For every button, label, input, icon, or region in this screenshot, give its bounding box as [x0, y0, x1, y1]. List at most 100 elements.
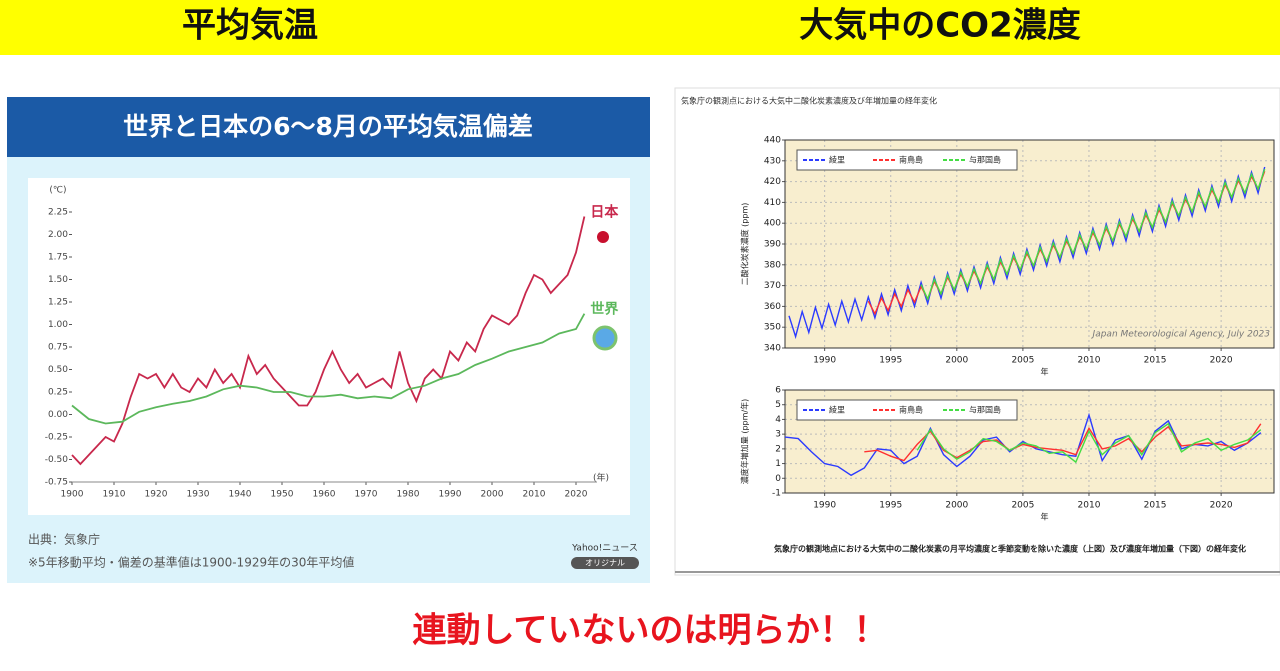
series-line [784, 412, 1262, 477]
legend-label: 与那国島 [969, 405, 1001, 415]
series-line [920, 168, 1266, 302]
series-line [864, 423, 1262, 462]
y-tick-label: 2.25 [48, 208, 68, 218]
x-axis-label: (年) [593, 472, 609, 484]
x-tick-label: 1990 [439, 490, 462, 500]
y-tick-label: 0.00 [48, 410, 68, 420]
x-tick-label: 1990 [813, 501, 836, 511]
y-tick-label: 1 [775, 459, 781, 469]
x-tick-label: 2015 [1144, 356, 1167, 366]
y-tick-label: 6 [775, 386, 781, 396]
x-tick-label: 2010 [1078, 501, 1101, 511]
y-tick-label: 0.50 [48, 365, 68, 375]
y-tick-label: -1 [772, 489, 781, 499]
header-band [0, 0, 1280, 55]
x-tick-label: 1900 [61, 490, 84, 500]
y-tick-label: 0 [775, 474, 781, 484]
y-tick-label: 390 [764, 240, 781, 250]
badge: オリジナル [585, 559, 625, 568]
x-tick-label: 2010 [1078, 356, 1101, 366]
legend-box [796, 399, 1018, 421]
x-tick-label: 2015 [1144, 501, 1167, 511]
brand: Yahoo!ニュース [571, 544, 638, 554]
japan-icon [597, 231, 609, 243]
note: ※5年移動平均・偏差の基準値は1900-1929年の30年平均値 [28, 555, 354, 570]
y-axis-label: 濃度年増加量 (ppm/年) [740, 399, 750, 484]
y-tick-label: 0.75 [48, 343, 68, 353]
y-tick-label: 370 [764, 281, 781, 291]
x-tick-label: 1920 [145, 490, 168, 500]
y-tick-label: 380 [764, 260, 781, 270]
x-tick-label: 1930 [187, 490, 210, 500]
x-tick-label: 2005 [1011, 356, 1034, 366]
footer: 連動していないのは明らか！！ [413, 611, 888, 651]
plot-frame [784, 139, 1275, 349]
y-tick-label: 360 [764, 302, 781, 312]
y-tick-label: 1.25 [48, 298, 68, 308]
series-line [71, 313, 586, 425]
series-label: 世界 [590, 301, 619, 318]
header-right: 大気中のCO2濃度 [799, 6, 1081, 46]
series-line [916, 422, 1262, 464]
legend-box [796, 149, 1018, 171]
legend-label: 綾里 [829, 405, 845, 415]
x-tick-label: 1940 [229, 490, 252, 500]
caption: 気象庁の観測地点における大気中の二酸化炭素の月平均濃度と季節変動を除いた濃度（上… [774, 544, 1246, 554]
y-tick-label: 0.25 [48, 388, 68, 398]
x-tick-label: 1980 [397, 490, 420, 500]
x-tick-label: 2000 [945, 356, 968, 366]
x-tick-label: 1950 [271, 490, 294, 500]
plot-frame [784, 389, 1275, 494]
y-tick-label: 4 [775, 415, 781, 425]
legend-label: 与那国島 [969, 155, 1001, 165]
x-tick-label: 1995 [879, 501, 902, 511]
y-axis-label: 二酸化炭素濃度 (ppm) [740, 203, 750, 286]
y-tick-label: 430 [764, 156, 781, 166]
globe-icon [592, 325, 618, 351]
y-tick-label: 2 [775, 444, 781, 454]
y-tick-label: 3 [775, 430, 781, 440]
annotation: Japan Meteorological Agency, July 2023 [1091, 330, 1271, 340]
y-tick-label: -0.25 [45, 433, 68, 443]
x-tick-label: 2000 [945, 501, 968, 511]
x-tick-label: 2020 [1210, 501, 1233, 511]
x-tick-label: 1910 [103, 490, 126, 500]
x-tick-label: 2020 [565, 490, 588, 500]
y-tick-label: 1.00 [48, 320, 68, 330]
x-tick-label: 1990 [813, 356, 836, 366]
x-tick-label: 2005 [1011, 501, 1034, 511]
x-tick-label: 2010 [523, 490, 546, 500]
series-line [788, 166, 1266, 340]
y-tick-label: 1.75 [48, 253, 68, 263]
y-tick-label: 5 [775, 400, 781, 410]
y-tick-label: 2.00 [48, 230, 68, 240]
left-title-bar [7, 97, 650, 157]
y-tick-label: 1.50 [48, 275, 68, 285]
y-tick-label: 400 [764, 219, 781, 229]
source: 出典：気象庁 [28, 532, 100, 547]
x-tick-label: 1995 [879, 356, 902, 366]
y-tick-label: -0.75 [45, 478, 68, 488]
x-tick-label: 2000 [481, 490, 504, 500]
y-tick-label: 440 [764, 136, 781, 146]
legend-label: 南鳥島 [899, 155, 923, 165]
x-axis-label: 年 [1041, 512, 1049, 522]
legend-label: 綾里 [829, 155, 845, 165]
x-tick-label: 2020 [1210, 356, 1233, 366]
left-plot-bg [28, 178, 630, 515]
header-left: 平均気温 [182, 6, 318, 46]
y-tick-label: 340 [764, 344, 781, 354]
x-axis-label: 年 [1041, 367, 1049, 377]
y-tick-label: 410 [764, 198, 781, 208]
y-tick-label: 420 [764, 177, 781, 187]
x-tick-label: 1970 [355, 490, 378, 500]
y-tick-label: -0.50 [45, 455, 69, 465]
x-tick-label: 1960 [313, 490, 336, 500]
y-axis-label: (℃) [49, 186, 66, 196]
series-line [71, 216, 586, 466]
legend-label: 南鳥島 [899, 405, 923, 415]
chart-title: 世界と日本の6～8月の平均気温偏差 [123, 112, 533, 141]
series-label: 日本 [590, 204, 619, 221]
chart-title: 気象庁の観測点における大気中二酸化炭素濃度及び年増加量の経年変化 [681, 96, 937, 106]
